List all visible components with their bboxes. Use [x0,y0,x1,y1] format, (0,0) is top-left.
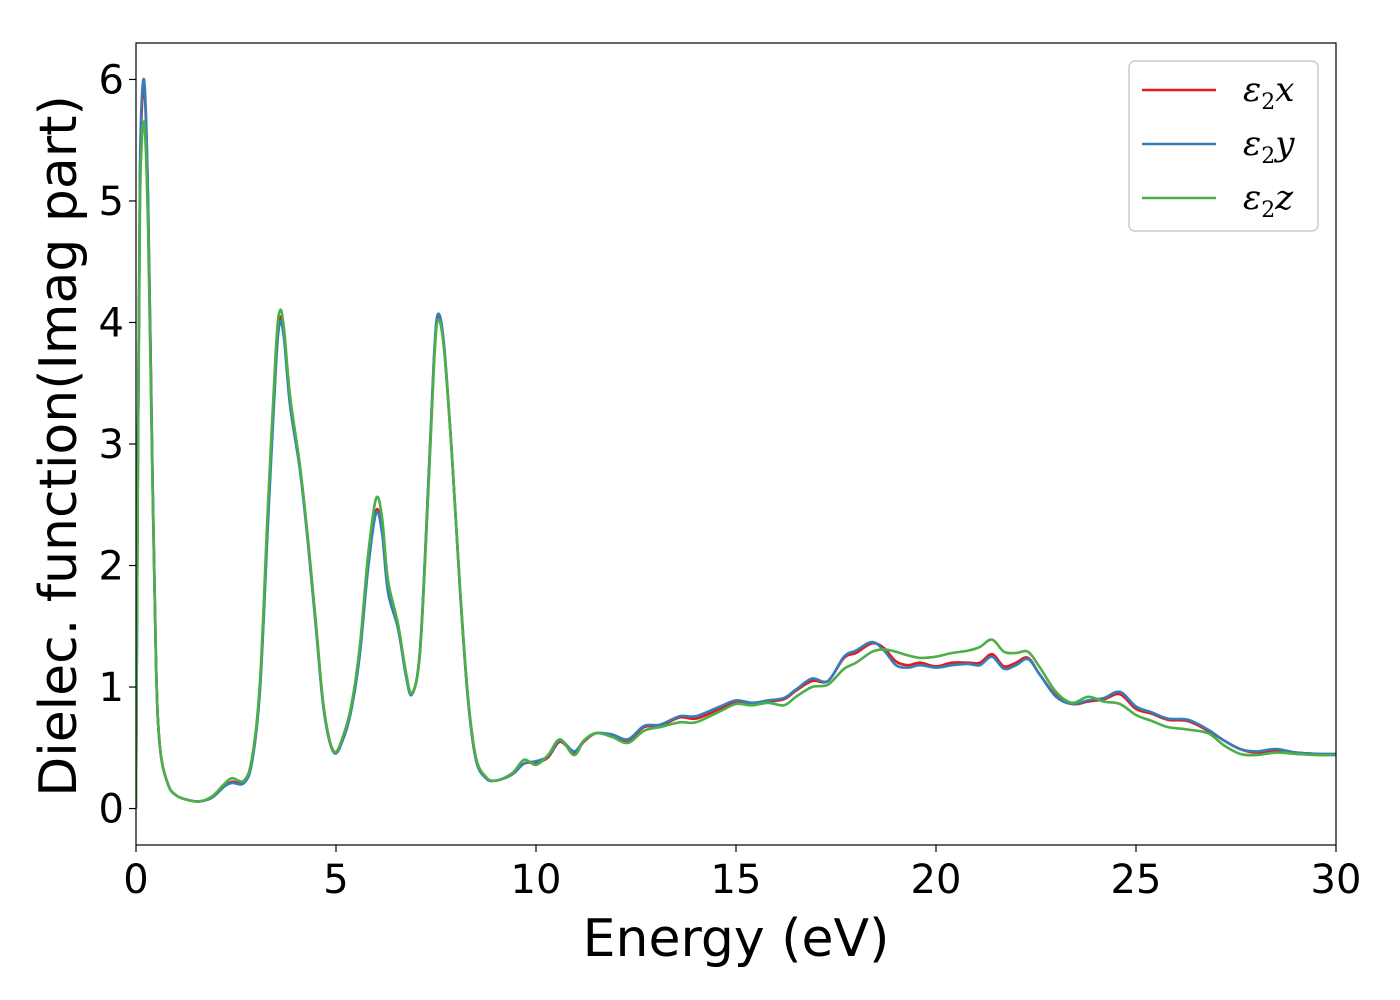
y-tick-label: 2 [99,544,124,590]
y-axis: 0 1 2 3 4 5 6 [99,57,136,833]
legend-label-y: ε2y [1243,124,1295,169]
y-axis-label: Dielec. function(Imag part) [29,95,89,797]
legend-label-z: ε2z [1243,178,1294,223]
legend-box [1128,60,1319,232]
x-tick-label: 20 [911,857,962,903]
x-tick-label: 15 [711,857,762,903]
x-tick-label: 0 [123,857,148,903]
legend-label-x: ε2x [1243,70,1294,115]
x-axis: 0 5 10 15 20 25 30 [123,845,1361,903]
x-tick-label: 30 [1311,857,1362,903]
series-line-z [136,120,1336,809]
y-tick-label: 3 [99,422,124,468]
x-tick-label: 10 [511,857,562,903]
series-layer [136,77,1336,809]
x-tick-label: 5 [323,857,348,903]
y-tick-label: 0 [99,787,124,833]
x-axis-label: Energy (eV) [583,909,890,969]
y-tick-label: 1 [99,665,124,711]
y-tick-label: 4 [99,300,124,346]
legend: ε2x ε2y ε2z [1128,60,1319,232]
y-tick-label: 6 [99,57,124,103]
y-tick-label: 5 [99,179,124,225]
x-tick-label: 25 [1111,857,1162,903]
